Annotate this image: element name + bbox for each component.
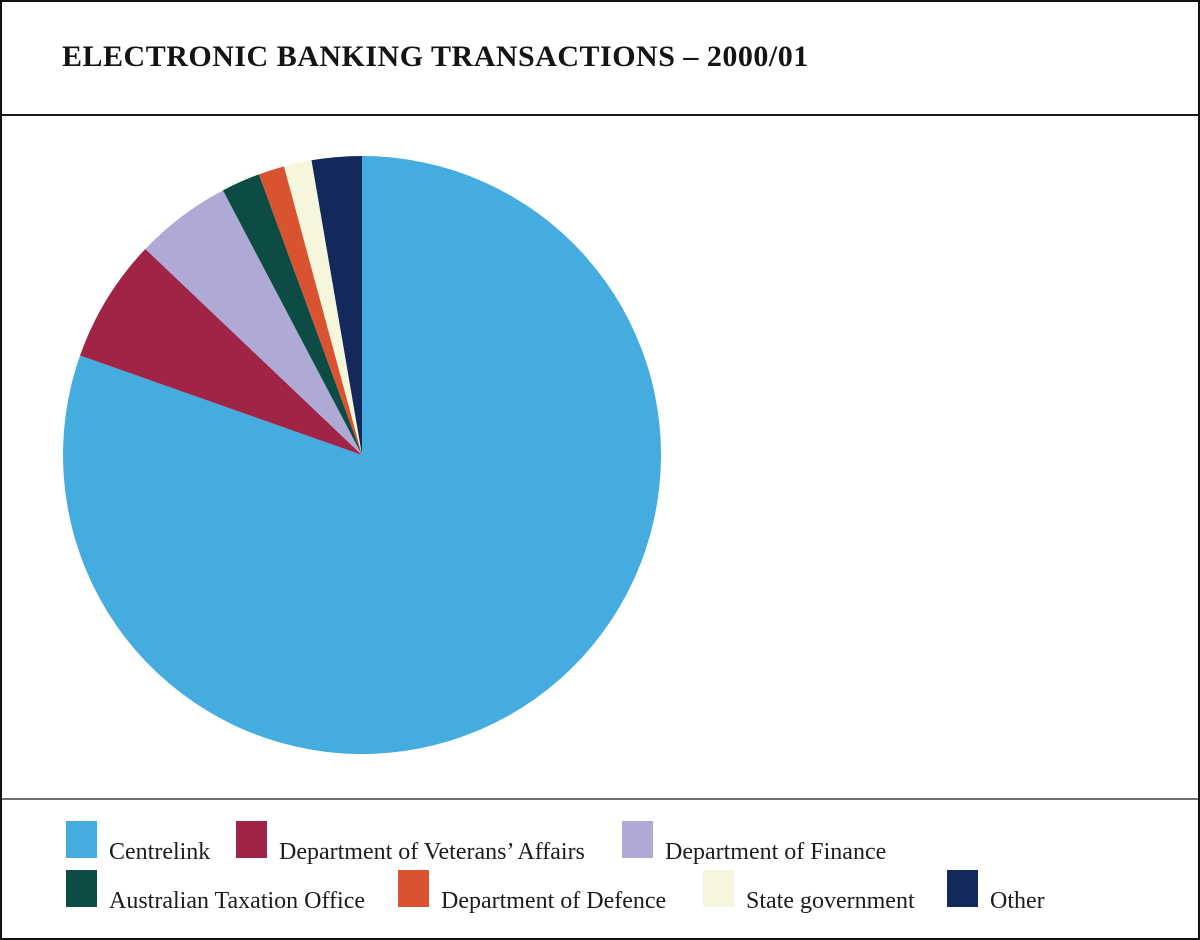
legend-item-department-of-veterans-affairs: Department of Veterans’ Affairs: [236, 821, 585, 864]
chart-header: ELECTRONIC BANKING TRANSACTIONS – 2000/0…: [2, 2, 1198, 116]
chart-title: ELECTRONIC BANKING TRANSACTIONS – 2000/0…: [62, 40, 809, 73]
legend-item-australian-taxation-office: Australian Taxation Office: [66, 870, 365, 913]
legend-label: Department of Defence: [441, 888, 667, 914]
legend-row: Australian Taxation Office Department of …: [2, 870, 1198, 913]
legend-row: Centrelink Department of Veterans’ Affair…: [2, 821, 1198, 864]
legend-item-other: Other: [947, 870, 1045, 913]
pie-slice-department-of-veterans-affairs: [80, 248, 363, 455]
legend-label: Department of Finance: [665, 839, 887, 865]
legend-swatch-centrelink: [66, 821, 97, 858]
pie-slice-australian-taxation-office: [222, 174, 362, 455]
legend-label: Australian Taxation Office: [109, 888, 366, 914]
pie-slice-other: [311, 156, 362, 455]
legend-swatch-state-government: [703, 870, 734, 907]
legend-item-state-government: State government: [703, 870, 915, 913]
pie-chart: [63, 156, 662, 754]
legend-label: Centrelink: [109, 839, 211, 865]
pie-slice-department-of-finance: [145, 190, 362, 455]
legend-swatch-department-of-defence: [398, 870, 429, 907]
legend: Centrelink Department of Veterans’ Affair…: [2, 798, 1198, 938]
legend-swatch-department-of-finance: [622, 821, 653, 858]
legend-label: Other: [990, 888, 1045, 914]
legend-swatch-other: [947, 870, 978, 907]
pie-slice-centrelink: [63, 156, 662, 754]
pie-slice-department-of-defence: [258, 166, 362, 455]
pie-chart-area: [2, 116, 1198, 798]
legend-swatch-australian-taxation-office: [66, 870, 97, 907]
legend-item-centrelink: Centrelink: [66, 821, 210, 864]
legend-swatch-department-of-veterans-affairs: [236, 821, 267, 858]
pie-slice-state-government: [284, 160, 362, 455]
legend-label: Department of Veterans’ Affairs: [279, 839, 585, 865]
legend-item-department-of-defence: Department of Defence: [398, 870, 666, 913]
legend-item-department-of-finance: Department of Finance: [622, 821, 886, 864]
legend-label: State government: [746, 888, 915, 914]
